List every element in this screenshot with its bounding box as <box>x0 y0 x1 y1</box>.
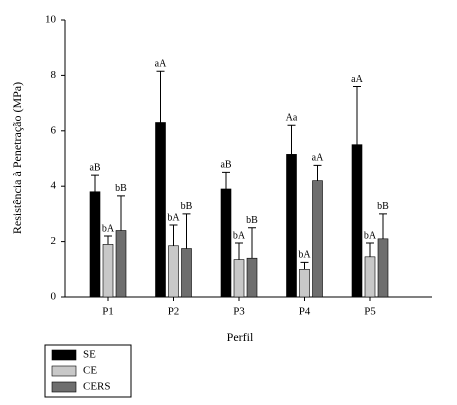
bar-letter: bB <box>246 215 258 226</box>
y-tick-label: 4 <box>51 180 57 192</box>
bar <box>89 191 101 298</box>
y-tick-label: 0 <box>51 291 57 303</box>
bar <box>364 256 376 298</box>
bar <box>377 238 389 298</box>
x-tick-label: P1 <box>102 306 114 318</box>
error-bar <box>287 124 296 155</box>
bar <box>155 122 166 298</box>
error-bar <box>104 235 112 245</box>
bar <box>220 188 232 298</box>
bar <box>233 259 245 298</box>
error-bar <box>182 213 191 249</box>
error-bar <box>379 213 387 239</box>
bar-letter: bA <box>102 223 115 234</box>
bar-letter: aB <box>220 160 231 171</box>
bar-letter: bA <box>298 250 311 261</box>
bar-letter: aB <box>89 162 100 173</box>
bar <box>246 257 258 298</box>
y-tick-label: 2 <box>51 235 57 247</box>
legend-label: CE <box>83 365 97 377</box>
bar-letter: aA <box>312 153 324 164</box>
legend-swatch <box>51 349 77 361</box>
bar-letter: aA <box>351 74 363 85</box>
error-bar <box>300 261 309 270</box>
bar-letter: aA <box>155 59 167 70</box>
legend-swatch <box>51 381 77 393</box>
bar <box>299 268 310 298</box>
legend-label: SE <box>83 349 96 361</box>
error-bar <box>156 70 165 123</box>
bar-letter: bB <box>115 183 127 194</box>
bar-letter: bA <box>364 230 377 241</box>
error-bar <box>235 242 243 260</box>
bar <box>102 244 114 298</box>
bar <box>168 245 179 298</box>
y-tick-label: 6 <box>51 124 57 136</box>
bar <box>286 154 297 298</box>
error-bar <box>169 224 178 246</box>
bar <box>351 144 363 298</box>
y-tick-label: 10 <box>45 14 57 26</box>
y-axis-label: Resistência à Penetração (MPa) <box>10 82 24 234</box>
x-tick-label: P3 <box>233 306 245 318</box>
x-tick-label: P5 <box>364 306 376 318</box>
bar-letter: Aa <box>286 113 298 124</box>
bar-letter: bA <box>233 230 246 241</box>
bar <box>181 248 192 298</box>
bar <box>312 180 323 298</box>
error-bar <box>248 227 256 259</box>
legend-box <box>44 344 132 398</box>
bar-letter: bB <box>377 201 389 212</box>
error-bar <box>353 85 361 145</box>
legend-label: CERS <box>83 381 111 393</box>
error-bar <box>313 164 322 181</box>
error-bar <box>91 174 99 192</box>
bar-letter: bB <box>181 201 193 212</box>
y-tick-label: 8 <box>51 69 57 81</box>
error-bar <box>117 195 125 231</box>
bar <box>115 230 127 298</box>
x-axis-label: Perfil <box>227 330 254 344</box>
error-bar <box>366 242 374 257</box>
error-bar <box>222 171 230 189</box>
legend-swatch <box>51 365 77 377</box>
x-tick-label: P2 <box>168 306 180 318</box>
x-tick-label: P4 <box>299 306 311 318</box>
bar-letter: bA <box>167 212 180 223</box>
